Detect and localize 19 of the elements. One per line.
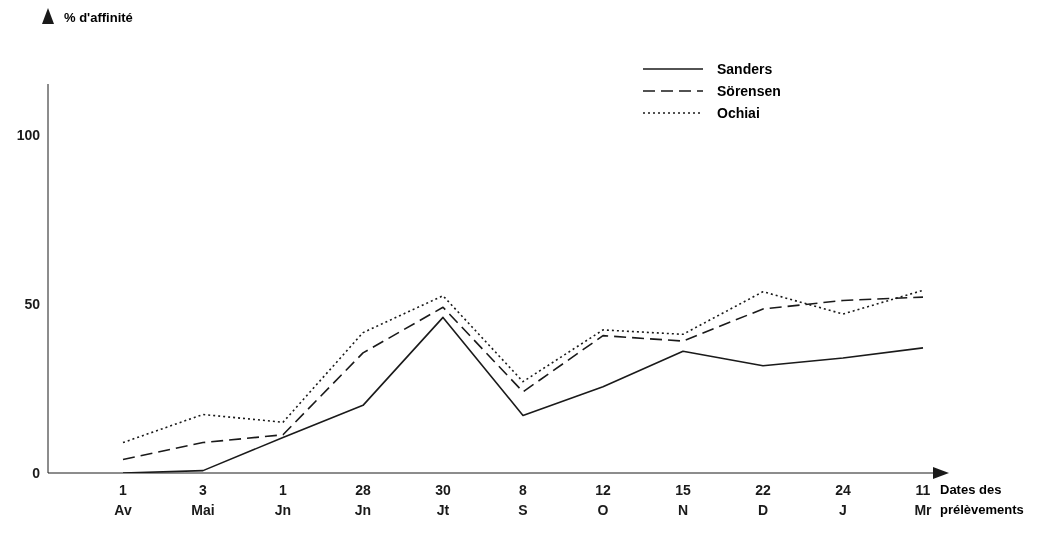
x-tick-label: 30 Jt [435, 482, 451, 518]
x-tick-label: 24 J [835, 482, 851, 518]
legend-label: Ochiai [717, 105, 760, 121]
x-tick-label: 15 N [675, 482, 691, 518]
y-tick-label: 100 [16, 126, 41, 143]
x-axis-title: Dates des prélèvements [940, 481, 1025, 519]
x-tick-label: 28 Jn [354, 482, 372, 518]
x-tick-label: 12 O [595, 482, 611, 518]
x-tick-label: 11 Mr [914, 482, 933, 518]
x-tick-label: 3 Mai [191, 482, 215, 518]
y-tick-label: 0 [32, 464, 41, 481]
y-tick-label: 50 [24, 295, 41, 312]
y-axis-title: % d'affinité [64, 10, 133, 25]
legend-label: Sörensen [717, 83, 781, 99]
x-tick-label: 1 Jn [274, 482, 292, 518]
legend-label: Sanders [717, 61, 773, 77]
x-tick-label: 8 S [518, 482, 528, 518]
x-tick-label: 22 D [755, 482, 771, 518]
x-tick-label: 1 Av [114, 482, 132, 518]
